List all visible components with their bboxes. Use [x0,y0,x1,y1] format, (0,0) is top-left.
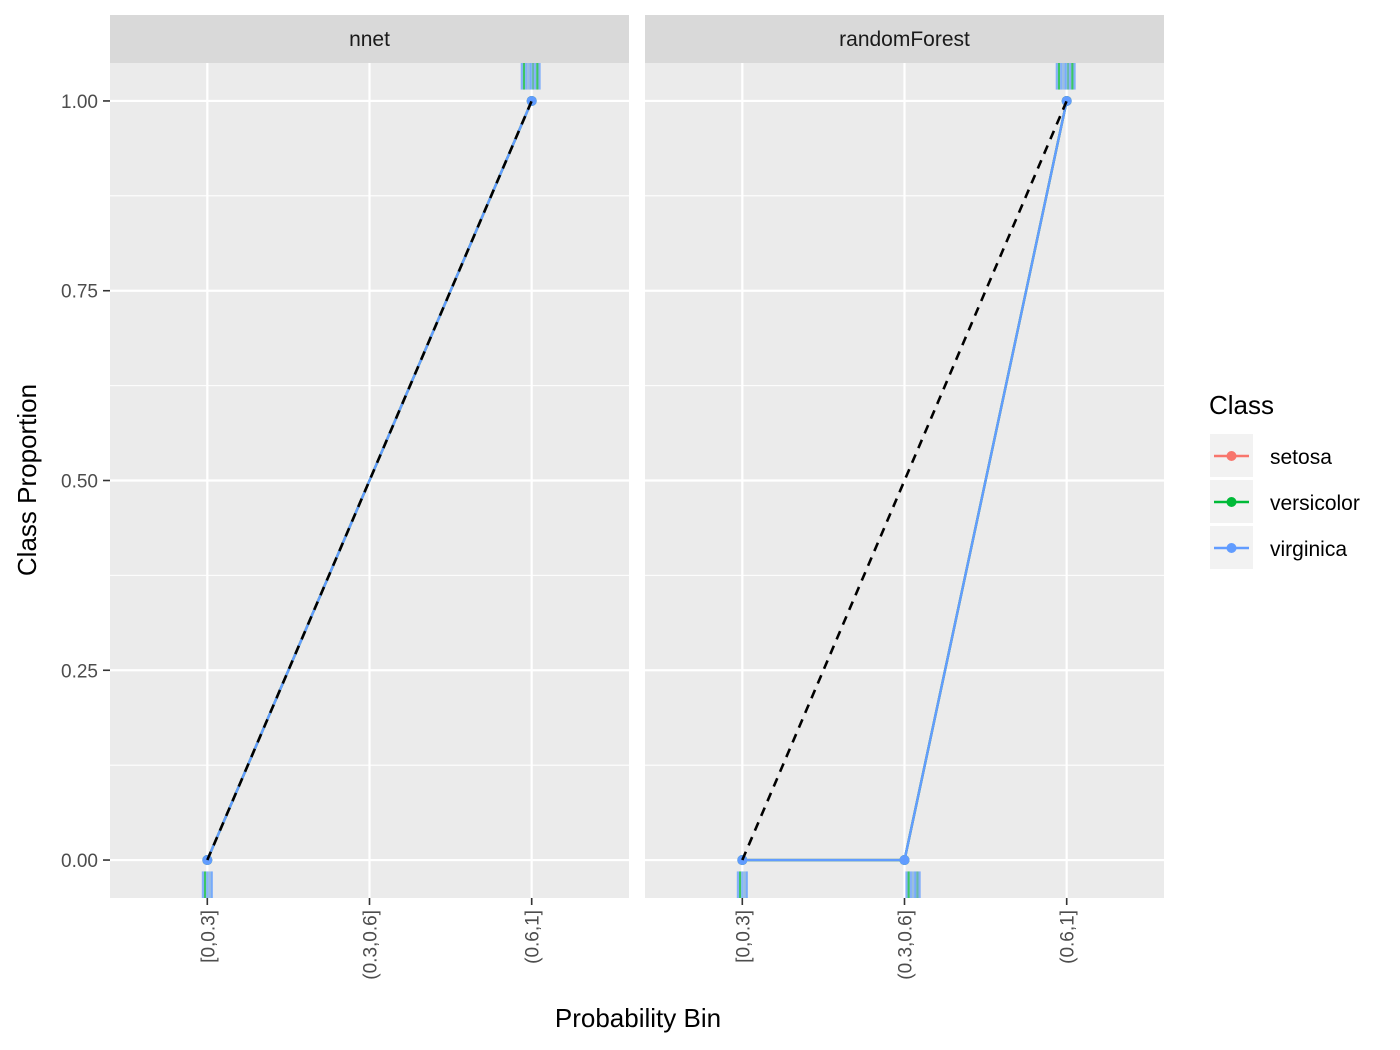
legend-key-point [1226,497,1237,507]
legend-label: setosa [1270,446,1332,469]
x-tick-label: [0,0.3] [733,910,754,963]
legend-label: virginica [1270,538,1347,561]
x-tick-label: (0.6,1] [1058,910,1079,964]
y-axis: 0.00 0.25 0.50 0.75 1.00 [61,92,110,872]
series-point-virginica [526,95,537,106]
rug-top [520,63,541,90]
y-tick-label: 0.25 [61,661,98,682]
y-axis-title: Class Proportion [12,384,42,576]
rug-bottom [201,871,213,898]
rug-bottom [736,871,748,898]
y-tick-label: 1.00 [61,92,98,113]
legend-title: Class [1209,390,1274,420]
series-line-virginica [206,100,533,861]
legend-key-point [1226,451,1237,461]
series-point-virginica [899,855,910,866]
rug-top [1055,63,1076,90]
panel-randomForest: randomForest [0,0.3] (0.3,0.6] (0.6,1] [645,15,1164,980]
legend: Class setosa versicolor virginica [1209,390,1360,569]
strip-label: nnet [349,28,390,51]
x-tick-label: (0.3,0.6] [896,910,917,980]
y-tick-label: 0.50 [61,472,98,493]
series-point-virginica [1061,95,1072,106]
legend-entry-setosa: setosa [1210,434,1332,477]
legend-entry-virginica: virginica [1210,526,1347,569]
strip-background [110,15,629,63]
x-axis-title: Probability Bin [555,1003,721,1033]
panel-nnet: nnet [0,0.3] (0.3,0.6] (0.6,1] [110,15,629,980]
facet-panels: nnet [0,0.3] (0.3,0.6] (0.6,1] randomForest [… [110,15,1164,980]
strip-label: randomForest [839,28,970,51]
x-tick-label: [0,0.3] [198,910,219,963]
legend-entry-versicolor: versicolor [1210,480,1360,523]
x-tick-label: (0.6,1] [523,910,544,964]
legend-label: versicolor [1270,492,1360,515]
y-tick-label: 0.00 [61,851,98,872]
rug-bottom [905,871,921,898]
y-tick-label: 0.75 [61,282,98,303]
strip-background [645,15,1164,63]
legend-key-point [1226,543,1237,553]
x-tick-label: (0.3,0.6] [361,910,382,980]
